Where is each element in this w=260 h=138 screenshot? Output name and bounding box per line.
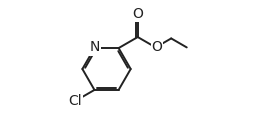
Text: O: O <box>151 40 162 54</box>
Text: N: N <box>89 40 100 54</box>
Text: Cl: Cl <box>68 94 82 108</box>
Text: O: O <box>132 7 143 21</box>
